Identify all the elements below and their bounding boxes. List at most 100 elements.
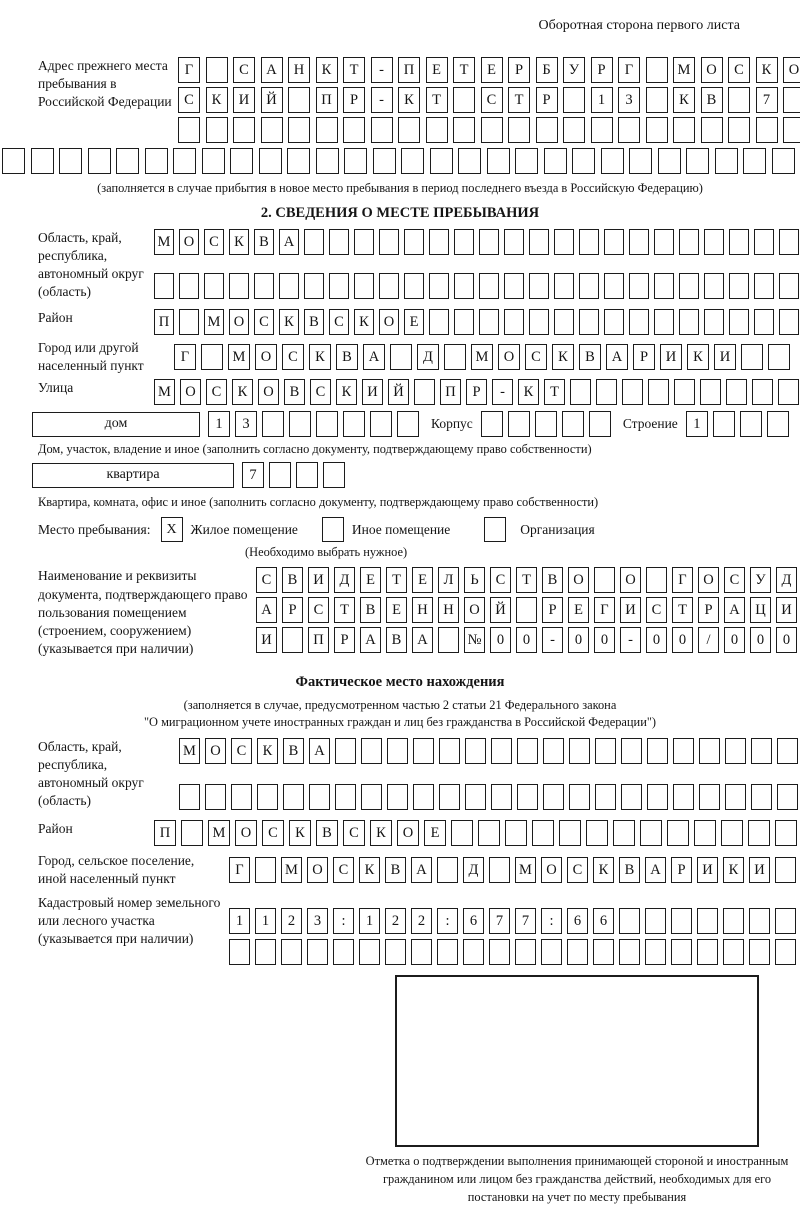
char-cell (343, 411, 365, 438)
char-cell (532, 820, 554, 847)
char-cell (779, 309, 799, 336)
other-premises-label: Иное помещение (351, 521, 451, 537)
char-cell: И (714, 344, 736, 371)
char-cell: Н (288, 57, 310, 83)
char-cell (729, 229, 749, 255)
char-cell: Ц (750, 597, 771, 624)
char-cell: Е (424, 820, 446, 847)
cadastral-block: Кадастровый номер земельного или лесного… (2, 894, 798, 966)
char-cell: Р (508, 57, 530, 83)
char-cell (465, 737, 486, 764)
char-cell (667, 820, 689, 847)
char-cell: 3 (307, 908, 328, 935)
char-cell: А (724, 597, 745, 624)
char-cell: - (370, 57, 393, 83)
char-cell (621, 737, 642, 764)
organization-label: Организация (520, 521, 595, 537)
char-cell (479, 309, 499, 336)
char-cell: М (154, 229, 174, 255)
char-cell (205, 57, 228, 83)
char-cell (401, 148, 424, 174)
char-cell (541, 939, 562, 966)
char-cell: Е (480, 57, 503, 83)
char-cell (645, 57, 668, 83)
char-cell (775, 820, 797, 847)
char-cell (654, 273, 674, 299)
char-cell: И (308, 567, 329, 594)
char-cell: К (673, 87, 695, 113)
char-cell (775, 857, 796, 884)
char-cell (179, 273, 199, 299)
char-cell: Т (544, 379, 565, 406)
char-cell (604, 273, 624, 299)
char-cell: Е (404, 309, 424, 336)
char-cell (725, 737, 746, 764)
char-cell: О (179, 229, 199, 255)
char-cell: И (697, 857, 718, 884)
char-cell (561, 411, 584, 438)
char-cell (586, 820, 608, 847)
char-cell (379, 273, 399, 299)
char-cell (260, 117, 283, 143)
char-cell (335, 783, 356, 810)
char-cell: - (542, 627, 563, 654)
char-cell (480, 117, 503, 143)
char-cell: К (723, 857, 744, 884)
char-cell: О (498, 344, 520, 371)
char-cell (748, 820, 770, 847)
region-label: Область, край, республика, автономный ок… (38, 230, 144, 300)
char-cell (723, 939, 744, 966)
char-cell (372, 148, 396, 174)
char-cell (397, 411, 419, 438)
char-cell (307, 939, 328, 966)
char-cell: Р (334, 627, 355, 654)
char-cell: И (660, 344, 682, 371)
char-cell (411, 939, 432, 966)
char-cell (704, 229, 724, 255)
char-cell (444, 344, 466, 371)
char-cell: С (178, 87, 200, 113)
char-cell (438, 627, 459, 654)
char-cell: : (541, 908, 562, 935)
char-cell (517, 783, 538, 810)
char-cell: Ь (464, 567, 485, 594)
char-cell: О (258, 379, 279, 406)
char-cell: В (542, 567, 563, 594)
organization-checkbox (484, 517, 507, 543)
char-cell (413, 783, 434, 810)
char-cell: 7 (755, 87, 778, 113)
char-cell (507, 411, 530, 438)
region-block: Область, край, республика, автономный ок… (2, 229, 799, 301)
char-cell (739, 411, 762, 438)
char-cell (282, 627, 303, 654)
char-cell (778, 379, 799, 406)
char-cell: К (552, 344, 574, 371)
char-cell (315, 148, 339, 174)
char-cell: 1 (208, 411, 230, 438)
prev-address-row-3 (178, 117, 800, 143)
char-cell (229, 273, 249, 299)
char-cell: Е (425, 57, 448, 83)
char-cell (454, 229, 474, 255)
char-cell (654, 229, 674, 255)
prev-address-block: Адрес прежнего места пребывания в Россий… (2, 57, 800, 143)
char-cell (453, 117, 475, 143)
char-cell: К (518, 379, 539, 406)
char-cell: И (362, 379, 383, 406)
char-cell: С (728, 57, 750, 83)
char-cell: О (379, 309, 399, 336)
prev-address-label: Адрес прежнего места пребывания в Россий… (38, 58, 172, 110)
char-cell (504, 273, 524, 299)
char-cell (201, 344, 223, 371)
char-cell (779, 273, 799, 299)
char-cell (231, 783, 252, 810)
char-cell (629, 309, 649, 336)
char-cell: К (359, 857, 380, 884)
char-cell (465, 783, 486, 810)
char-cell: Й (490, 597, 511, 624)
korpus-cells (480, 411, 611, 438)
char-cell: С (310, 379, 331, 406)
